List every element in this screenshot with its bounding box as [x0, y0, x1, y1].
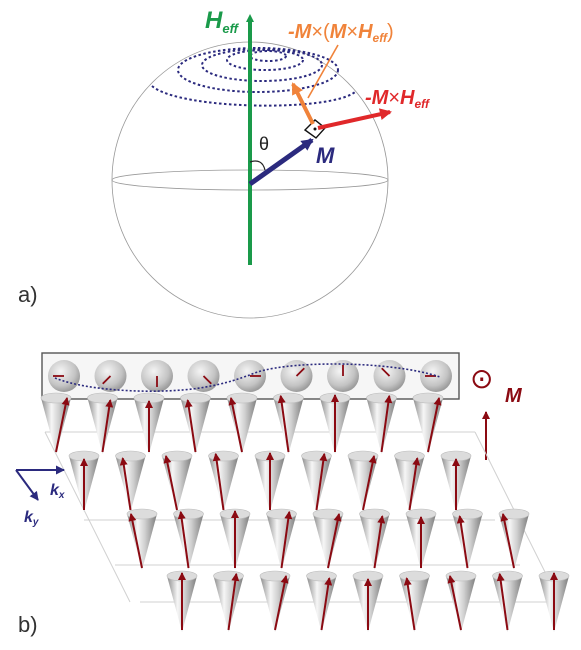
spin-ball [141, 360, 173, 392]
spin-cone [312, 508, 344, 570]
spin-cone [492, 570, 523, 632]
spin-cone [273, 392, 304, 454]
spin-cone [366, 392, 397, 454]
spin-cone [219, 508, 251, 570]
spin-cone [359, 508, 390, 570]
ky-label: ky [24, 509, 39, 528]
cone-lattice [40, 392, 570, 632]
damping-label: -M×(M×Heff) [288, 21, 394, 45]
spin-cone [394, 450, 425, 512]
spin-ball [187, 360, 220, 392]
spin-cone [405, 508, 437, 570]
spin-cone [266, 508, 297, 570]
panel-a: Heff M θ -M×Heff -M×(M×Heff) a) [18, 7, 430, 319]
spin-cone [347, 450, 379, 512]
spin-cone [40, 392, 72, 454]
spin-cone [161, 450, 193, 512]
spin-ball [373, 360, 406, 392]
theta-label: θ [259, 134, 269, 154]
strip-orbit [54, 363, 441, 392]
spin-cone [208, 450, 239, 512]
spin-cone [254, 450, 286, 512]
h-eff-label: Heff [205, 7, 240, 36]
panel-b-m-label: M [505, 385, 523, 407]
precession-label: -M×Heff [365, 87, 430, 111]
spin-cone [352, 570, 384, 632]
spin-cone [68, 450, 100, 512]
precession-orbits [151, 47, 356, 107]
spin-cone [180, 392, 211, 454]
spin-cone [87, 392, 118, 454]
panel-a-label: a) [18, 282, 38, 307]
spin-cone [412, 392, 444, 454]
spin-cone [440, 450, 472, 512]
m-vector-arrow [248, 137, 314, 187]
spin-ball [234, 360, 266, 392]
spin-cone [115, 450, 146, 512]
spin-cone [173, 508, 204, 570]
spin-cone [445, 570, 477, 632]
damping-leader [307, 44, 339, 99]
spin-cone [538, 570, 570, 632]
spin-cone [133, 392, 165, 454]
ky-axis-arrow [15, 469, 39, 501]
spin-strip [48, 360, 452, 392]
panel-b: ⊙ M kx ky b) [15, 352, 570, 637]
spin-ball [94, 360, 127, 392]
theta-arc [249, 160, 266, 171]
kx-label: kx [50, 482, 65, 501]
precession-arrow [317, 108, 392, 130]
spin-cone [306, 570, 337, 632]
spin-cone [399, 570, 430, 632]
spin-ball [420, 360, 452, 392]
spin-cone [301, 450, 332, 512]
spin-cone [259, 570, 291, 632]
spin-cone [226, 392, 258, 454]
spin-cone [452, 508, 483, 570]
spin-cone [319, 392, 351, 454]
spin-cone [166, 570, 198, 632]
spin-ball [48, 360, 80, 392]
m-label: M [316, 143, 335, 168]
spin-ball [280, 360, 313, 392]
panel-b-label: b) [18, 612, 38, 637]
spin-cone [498, 508, 530, 570]
damping-arrow [291, 82, 315, 125]
spin-cone [126, 508, 158, 570]
spin-cone [213, 570, 244, 632]
spin-ball [327, 360, 359, 392]
m-out-of-plane-icon: ⊙ [470, 363, 493, 394]
